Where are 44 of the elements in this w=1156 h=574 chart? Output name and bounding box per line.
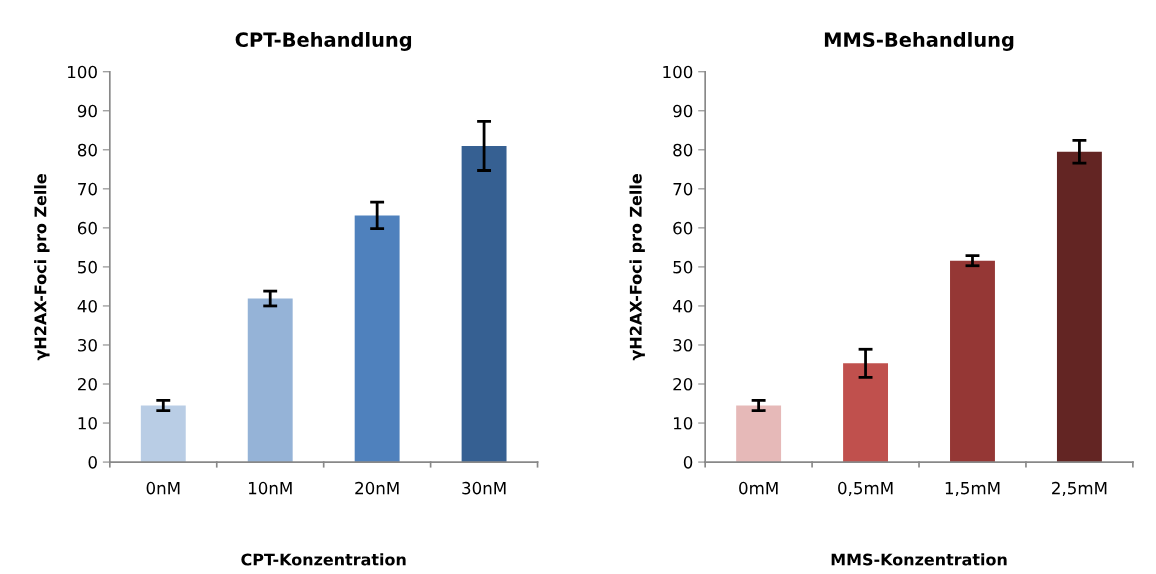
- y-tick-label: 0: [88, 456, 97, 469]
- x-tick-label: 2,5mM: [1052, 481, 1107, 497]
- x-tick-label: 1,5mM: [945, 482, 1000, 497]
- bar: [1056, 151, 1102, 463]
- y-tick-label: 70: [673, 182, 693, 196]
- y-tick-label: 60: [673, 221, 693, 235]
- y-tick-label: 40: [77, 299, 97, 313]
- x-tick-label: 0nM: [146, 481, 180, 495]
- y-tick-label: 20: [673, 377, 693, 391]
- x-tick-label: 0,5mM: [838, 481, 893, 497]
- chart-title: MMS-Behandlung: [824, 31, 1014, 51]
- y-tick-label: 20: [78, 377, 97, 391]
- bar: [140, 405, 186, 463]
- bar: [461, 145, 507, 463]
- y-tick-label: 90: [673, 104, 693, 118]
- bar: [736, 405, 782, 463]
- bar: [354, 215, 400, 463]
- y-tick-label: 80: [673, 143, 693, 157]
- bar: [843, 363, 889, 463]
- y-tick-label: 10: [78, 417, 97, 430]
- x-axis-title: MMS-Konzentration: [831, 553, 1007, 566]
- y-axis-title: γH2AX-Foci pro Zelle: [629, 174, 645, 361]
- y-tick-label: 70: [78, 182, 97, 196]
- x-axis-title: CPT-Konzentration: [241, 553, 406, 566]
- y-tick-label: 30: [673, 338, 693, 352]
- y-tick-label: 50: [78, 260, 97, 274]
- y-tick-label: 100: [663, 65, 693, 79]
- y-tick-label: 100: [68, 65, 97, 79]
- bar: [247, 298, 293, 463]
- x-tick-label: 0mM: [739, 481, 778, 495]
- bar: [950, 260, 995, 463]
- y-tick-label: 40: [672, 299, 693, 313]
- x-tick-label: 10nM: [248, 481, 292, 495]
- x-tick-label: 20nM: [355, 481, 399, 495]
- y-tick-label: 80: [77, 143, 97, 157]
- y-tick-label: 50: [673, 260, 693, 274]
- x-tick-label: 30nM: [462, 481, 506, 495]
- y-tick-label: 10: [673, 417, 693, 430]
- y-tick-label: 60: [77, 221, 97, 235]
- y-tick-label: 0: [683, 456, 693, 469]
- y-tick-label: 90: [77, 104, 97, 118]
- y-axis-title: γH2AX-Foci pro Zelle: [34, 174, 50, 361]
- y-tick-label: 30: [78, 338, 97, 352]
- chart-title: CPT-Behandlung: [235, 31, 412, 51]
